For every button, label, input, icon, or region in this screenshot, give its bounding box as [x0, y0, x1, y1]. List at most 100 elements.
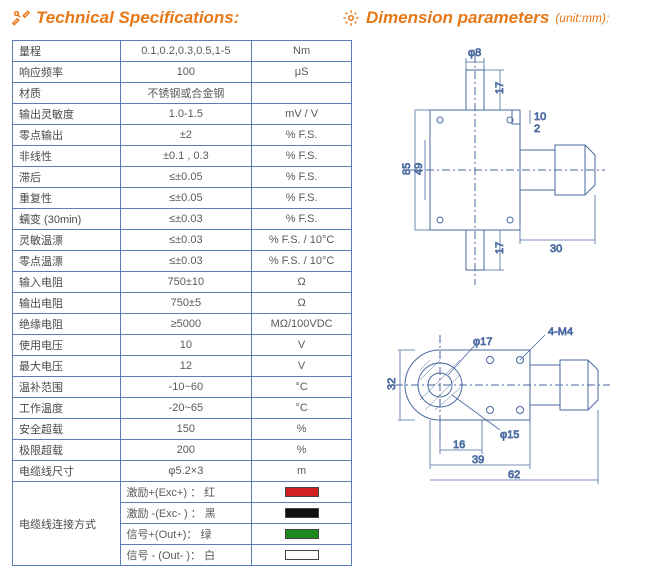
table-row: 蠕变 (30min)≤±0.03% F.S.: [13, 209, 352, 230]
spec-value: ≤±0.03: [120, 209, 252, 230]
spec-unit: Nm: [252, 41, 352, 62]
wiring-text: 信号 - (Out- )： 白: [120, 545, 252, 566]
diagram-bottom: 4-M4 φ17 φ15 32 16: [370, 300, 650, 490]
wiring-text: 信号+(Out+)： 绿: [120, 524, 252, 545]
wiring-text: 激励 -(Exc- ) ： 黑: [120, 503, 252, 524]
dim-shaft-bot: 17: [494, 242, 506, 254]
table-row: 温补范围-10~60°C: [13, 377, 352, 398]
spec-unit: % F.S.: [252, 209, 352, 230]
tools-icon: [12, 9, 30, 27]
spec-unit: °C: [252, 398, 352, 419]
table-row: 输入电阻750±10Ω: [13, 272, 352, 293]
spec-value: -10~60: [120, 377, 252, 398]
dim-shaft-top: 17: [494, 82, 506, 94]
color-swatch: [285, 529, 319, 539]
spec-value: ±0.1 , 0.3: [120, 146, 252, 167]
spec-unit: MΩ/100VDC: [252, 314, 352, 335]
dims-title: Dimension parameters: [366, 8, 549, 28]
dim-shaft-dia: φ8: [468, 47, 481, 59]
spec-unit: % F.S.: [252, 188, 352, 209]
spec-unit: % F.S. / 10°C: [252, 230, 352, 251]
spec-unit: μS: [252, 62, 352, 83]
dim-holes: 4-M4: [548, 326, 573, 338]
dim-body-w: 39: [472, 454, 484, 466]
dimension-diagram: φ8 17 17 85 49: [370, 40, 660, 566]
color-swatch: [285, 550, 319, 560]
table-row: 重复性≤±0.05% F.S.: [13, 188, 352, 209]
wiring-label: 电缆线连接方式: [13, 482, 121, 566]
spec-unit: V: [252, 335, 352, 356]
spec-value: 150: [120, 419, 252, 440]
dims-header: Dimension parameters (unit:mm):: [342, 8, 660, 28]
color-swatch: [285, 508, 319, 518]
spec-value: ≤±0.05: [120, 188, 252, 209]
spec-label: 绝缘电阻: [13, 314, 121, 335]
table-row: 安全超载150%: [13, 419, 352, 440]
gear-icon: [342, 9, 360, 27]
spec-value: -20~65: [120, 398, 252, 419]
table-row: 零点输出±2% F.S.: [13, 125, 352, 146]
spec-value: 不锈钢或合金钢: [120, 83, 252, 104]
specs-table: 量程0.1,0.2,0.3,0.5,1-5Nm响应频率100μS材质不锈钢或合金…: [12, 40, 352, 566]
dim-body-h: 32: [386, 378, 398, 390]
color-swatch: [285, 487, 319, 497]
spec-label: 工作温度: [13, 398, 121, 419]
spec-value: ≥5000: [120, 314, 252, 335]
spec-unit: Ω: [252, 293, 352, 314]
spec-unit: [252, 83, 352, 104]
table-row: 零点温漂≤±0.03% F.S. / 10°C: [13, 251, 352, 272]
spec-label: 极限超载: [13, 440, 121, 461]
spec-value: 750±10: [120, 272, 252, 293]
spec-value: ≤±0.03: [120, 251, 252, 272]
spec-value: 10: [120, 335, 252, 356]
spec-label: 量程: [13, 41, 121, 62]
spec-value: 0.1,0.2,0.3,0.5,1-5: [120, 41, 252, 62]
spec-label: 灵敏温漂: [13, 230, 121, 251]
spec-label: 零点输出: [13, 125, 121, 146]
spec-value: 100: [120, 62, 252, 83]
table-row: 输出灵敏度1.0-1.5mV / V: [13, 104, 352, 125]
spec-label: 输入电阻: [13, 272, 121, 293]
spec-value: ±2: [120, 125, 252, 146]
spec-label: 输出电阻: [13, 293, 121, 314]
spec-unit: % F.S. / 10°C: [252, 251, 352, 272]
spec-label: 电缆线尺寸: [13, 461, 121, 482]
wiring-text: 激励+(Exc+) ： 红: [120, 482, 252, 503]
spec-label: 滞后: [13, 167, 121, 188]
spec-label: 温补范围: [13, 377, 121, 398]
wiring-swatch-cell: [252, 524, 352, 545]
dim-notch-w: 2: [534, 123, 540, 135]
specs-title: Technical Specifications:: [36, 8, 239, 28]
table-row: 电缆线尺寸φ5.2×3m: [13, 461, 352, 482]
dim-body-h-outer: 85: [401, 163, 413, 175]
wiring-swatch-cell: [252, 545, 352, 566]
spec-unit: %: [252, 440, 352, 461]
dim-conn-w: 30: [550, 243, 562, 255]
spec-unit: m: [252, 461, 352, 482]
dim-total-w: 62: [508, 469, 520, 481]
spec-value: 200: [120, 440, 252, 461]
table-row: 使用电压10V: [13, 335, 352, 356]
table-row: 响应频率100μS: [13, 62, 352, 83]
spec-label: 最大电压: [13, 356, 121, 377]
table-row: 非线性±0.1 , 0.3% F.S.: [13, 146, 352, 167]
spec-unit: % F.S.: [252, 167, 352, 188]
table-row: 工作温度-20~65°C: [13, 398, 352, 419]
spec-label: 重复性: [13, 188, 121, 209]
wiring-swatch-cell: [252, 482, 352, 503]
spec-value: 750±5: [120, 293, 252, 314]
spec-label: 非线性: [13, 146, 121, 167]
spec-unit: °C: [252, 377, 352, 398]
spec-unit: Ω: [252, 272, 352, 293]
spec-value: 1.0-1.5: [120, 104, 252, 125]
spec-unit: mV / V: [252, 104, 352, 125]
spec-label: 安全超载: [13, 419, 121, 440]
spec-unit: % F.S.: [252, 146, 352, 167]
wiring-row: 电缆线连接方式激励+(Exc+) ： 红: [13, 482, 352, 503]
dims-unit-note: (unit:mm):: [555, 11, 609, 25]
table-row: 输出电阻750±5Ω: [13, 293, 352, 314]
spec-unit: %: [252, 419, 352, 440]
specs-header: Technical Specifications:: [12, 8, 342, 28]
spec-label: 蠕变 (30min): [13, 209, 121, 230]
spec-value: ≤±0.05: [120, 167, 252, 188]
